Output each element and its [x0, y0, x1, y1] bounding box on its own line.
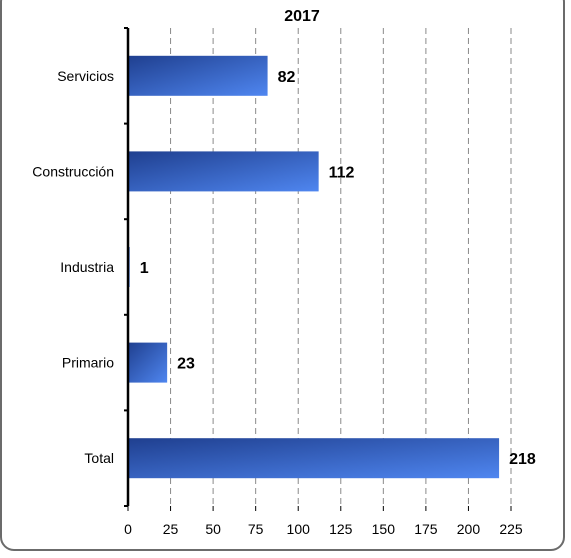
x-tick-label: 125: [329, 521, 353, 537]
data-label: 82: [278, 69, 296, 86]
bar: [128, 151, 319, 192]
x-tick-label: 25: [163, 521, 179, 537]
x-tick-label: 0: [124, 521, 132, 537]
gridlines: [170, 28, 512, 506]
category-label: Primario: [62, 355, 114, 371]
x-tick-label: 75: [248, 521, 264, 537]
bar: [128, 342, 168, 383]
bar: [128, 55, 268, 96]
x-tick-label: 150: [372, 521, 396, 537]
data-label: 112: [329, 164, 355, 181]
axes: [124, 27, 512, 511]
x-tick-label: 50: [205, 521, 221, 537]
category-label: Total: [84, 450, 114, 466]
data-label: 23: [177, 356, 195, 373]
chart-title: 2017: [284, 8, 320, 25]
category-label: Industria: [60, 259, 114, 275]
x-tick-label: 200: [457, 521, 481, 537]
data-label: 218: [509, 451, 536, 468]
category-label: Construcción: [32, 163, 114, 179]
x-tick-label: 175: [414, 521, 438, 537]
bar: [128, 438, 500, 479]
labels: 0 25 50 75 100 125 150 175 200 225 Servicios 82 Cons…: [32, 68, 536, 537]
x-tick-label: 225: [499, 521, 523, 537]
data-label: 1: [140, 260, 149, 277]
x-tick-label: 100: [287, 521, 311, 537]
bars: [128, 55, 500, 479]
category-label: Servicios: [57, 68, 114, 84]
